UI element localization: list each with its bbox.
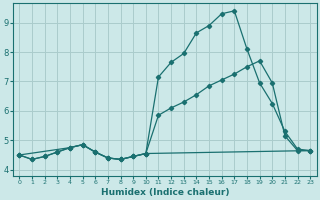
X-axis label: Humidex (Indice chaleur): Humidex (Indice chaleur) — [100, 188, 229, 197]
